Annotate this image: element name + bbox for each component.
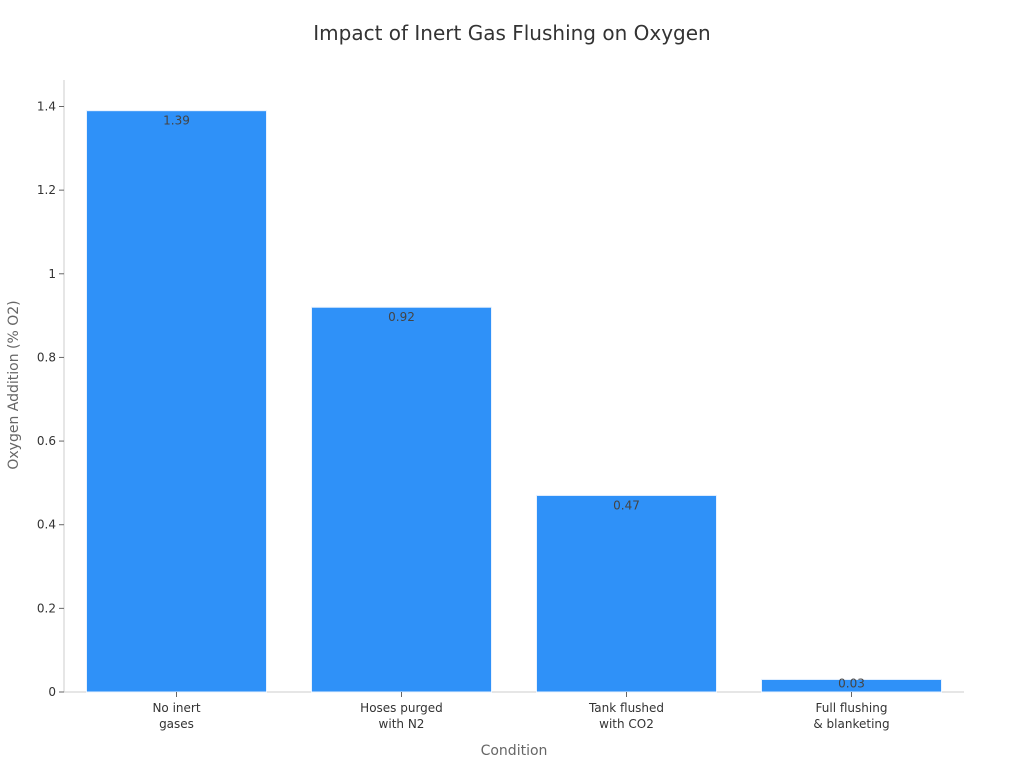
data-label: 0.47 [613,498,640,512]
x-tick-label-line: Full flushing [816,701,888,715]
x-tick-label-line: gases [159,717,194,731]
y-tick-label: 1.4 [37,100,56,114]
x-axis-title: Condition [481,743,548,759]
y-tick-label: 0 [48,685,56,699]
chart-title: Impact of Inert Gas Flushing on Oxygen [313,21,710,45]
y-axis-title: Oxygen Addition (% O2) [6,300,22,469]
x-tick-label-line: & blanketing [813,717,889,731]
y-tick-label: 0.4 [37,518,56,532]
x-tick-label: No inert gases [152,701,200,731]
x-tick-label-line: Tank flushed [588,701,664,715]
y-tick-label: 0.8 [37,350,56,364]
y-tick-label: 0.6 [37,434,56,448]
x-tick-label-line: with N2 [379,717,425,731]
x-tick-label: Tank flushed with CO2 [588,701,664,731]
plot-area: 0 0.2 0.4 0.6 0.8 1 1.2 1.4 1.39 No inert gases 0.9… [37,80,964,731]
x-tick-label-line: No inert [152,701,200,715]
x-tick-label: Full flushing & blanketing [813,701,889,731]
y-tick-label: 1 [48,267,56,281]
bar [311,306,492,693]
bar [536,494,717,693]
x-tick-label-line: with CO2 [599,717,654,731]
y-tick-label: 0.2 [37,601,56,615]
data-label: 0.03 [838,677,865,691]
bar [86,110,267,693]
x-tick-label: Hoses purged with N2 [360,701,443,731]
data-label: 1.39 [163,114,190,128]
y-tick-label: 1.2 [37,183,56,197]
x-tick-label-line: Hoses purged [360,701,443,715]
data-label: 0.92 [388,310,415,324]
